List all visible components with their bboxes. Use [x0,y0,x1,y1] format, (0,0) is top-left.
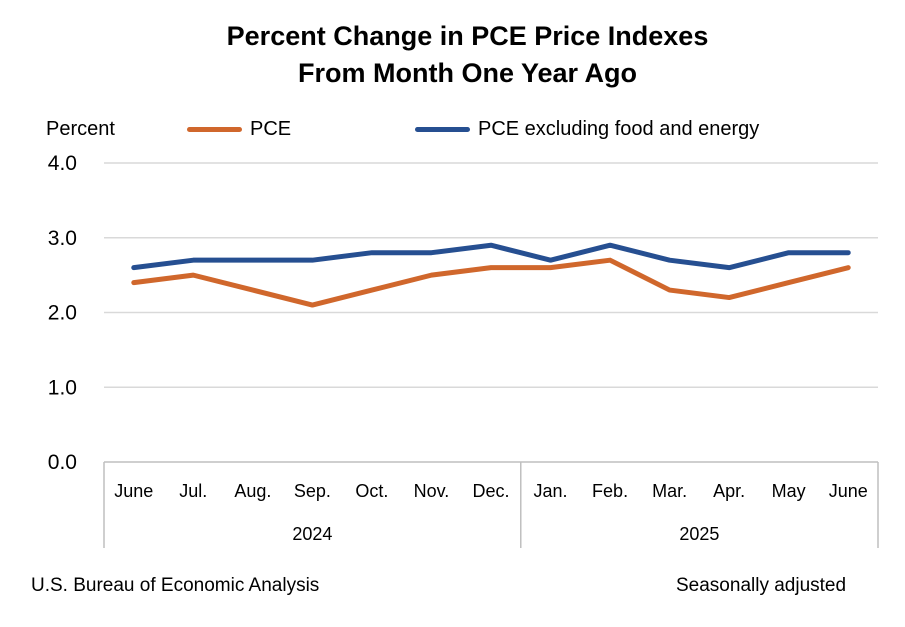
x-tick-label-9: Mar. [652,481,687,501]
x-tick-label-1: Jul. [179,481,207,501]
y-tick-label-0.0: 0.0 [48,451,77,474]
y-tick-label-2.0: 2.0 [48,302,77,325]
x-tick-label-4: Oct. [355,481,388,501]
x-tick-label-3: Sep. [294,481,331,501]
series-line-1 [131,242,851,271]
chart-title-line-2: From Month One Year Ago [297,58,638,88]
x-tick-label-2: Aug. [234,481,271,501]
x-tick-label-7: Jan. [534,481,568,501]
chart-title: Percent Change in PCE Price Indexes From… [0,18,905,92]
chart-title-line-1: Percent Change in PCE Price Indexes [226,21,709,51]
y-tick-label-1.0: 1.0 [48,376,77,399]
legend-swatch-pce [187,127,242,132]
x-tick-label-8: Feb. [592,481,628,501]
legend-swatch-core-pce [415,127,470,132]
y-tick-label-3.0: 3.0 [48,227,77,250]
source-note: U.S. Bureau of Economic Analysis [31,575,320,596]
x-tick-label-5: Nov. [414,481,450,501]
seasonal-note: Seasonally adjusted [676,575,847,596]
series-line-0 [131,257,851,308]
y-axis-label: Percent [46,118,115,140]
legend-label-core-pce: PCE excluding food and energy [478,118,760,140]
year-label-2024: 2024 [292,524,332,544]
x-tick-label-11: May [772,481,806,501]
x-tick-label-12: June [829,481,868,501]
x-tick-label-6: Dec. [472,481,509,501]
x-tick-label-0: June [114,481,153,501]
legend-label-pce: PCE [250,118,292,140]
year-label-2025: 2025 [679,524,719,544]
y-tick-label-4.0: 4.0 [48,152,77,175]
x-tick-label-10: Apr. [713,481,745,501]
